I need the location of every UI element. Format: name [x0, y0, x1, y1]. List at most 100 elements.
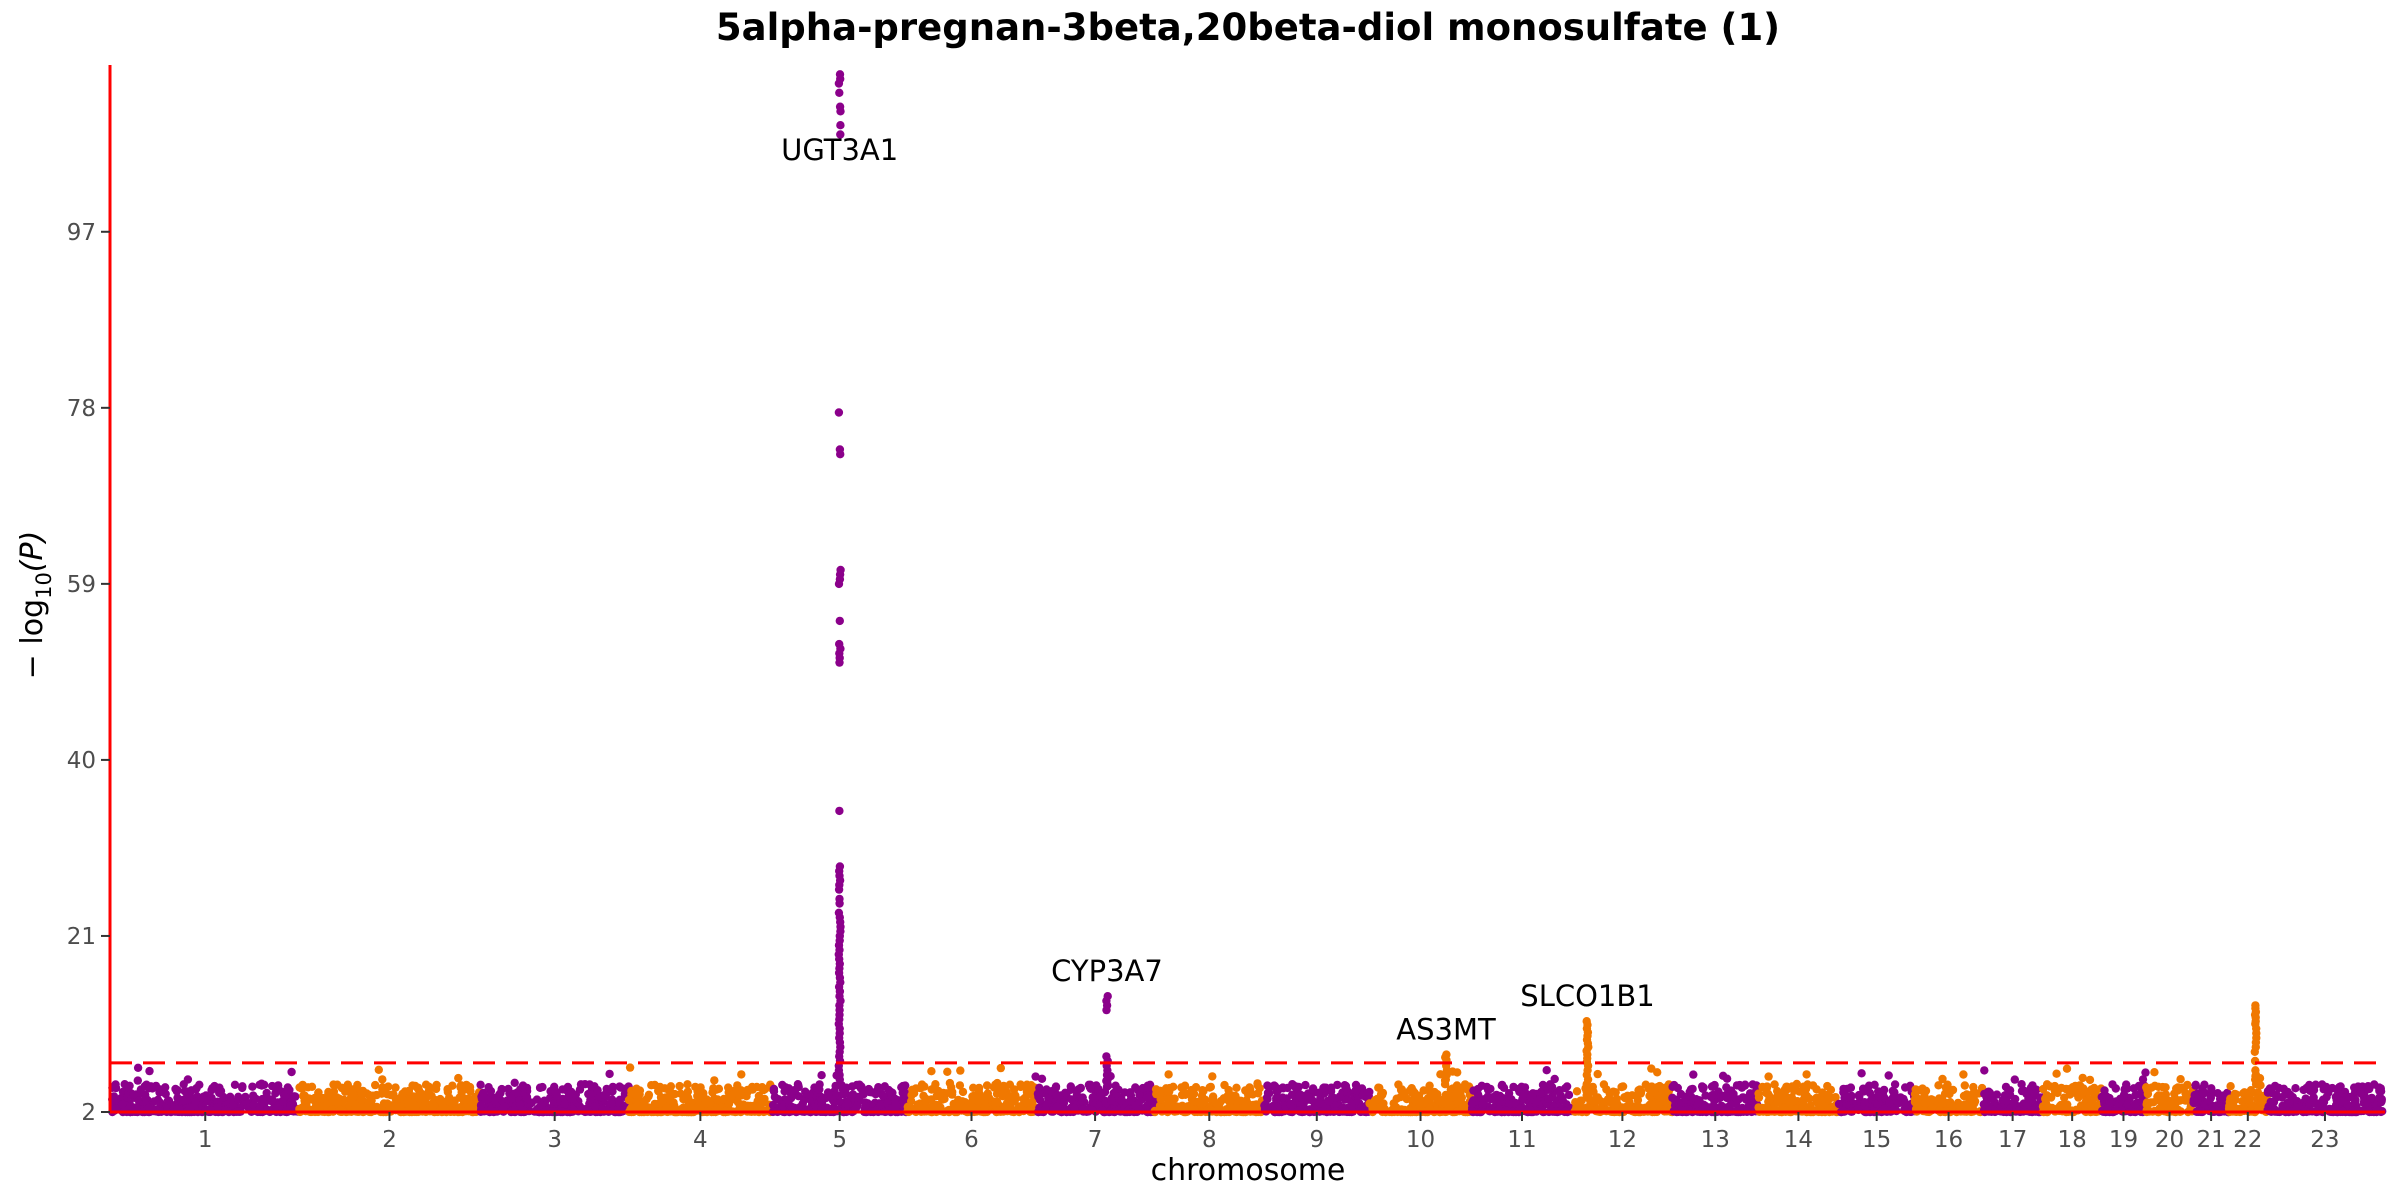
x-tick-label: 9	[1309, 1127, 1324, 1153]
background-point	[1220, 1080, 1229, 1090]
background-point	[855, 1092, 864, 1102]
background-point	[1802, 1070, 1811, 1079]
background-point	[1168, 1095, 1177, 1105]
background-point	[735, 1090, 744, 1100]
background-point	[2377, 1096, 2386, 1106]
background-point	[1962, 1090, 1971, 1099]
background-point	[411, 1102, 420, 1111]
background-point	[1483, 1092, 1493, 1101]
background-point	[927, 1095, 936, 1104]
background-point	[1295, 1090, 1305, 1100]
background-point	[1846, 1083, 1856, 1092]
background-point	[1286, 1100, 1295, 1109]
x-tick-label: 7	[1088, 1127, 1103, 1153]
background-point	[424, 1086, 434, 1096]
background-point	[2170, 1089, 2179, 1098]
background-point	[2299, 1085, 2308, 1095]
background-point	[512, 1088, 522, 1097]
background-point	[2200, 1080, 2209, 1089]
background-point	[817, 1095, 826, 1105]
background-point	[2365, 1084, 2374, 1094]
background-point	[2230, 1089, 2239, 1099]
gene-label-ugt3a1: UGT3A1	[781, 133, 898, 167]
background-point	[257, 1079, 266, 1088]
background-point	[2225, 1101, 2234, 1111]
background-point	[710, 1076, 719, 1085]
background-point	[1970, 1097, 1980, 1106]
background-point	[1088, 1093, 1097, 1102]
background-point	[2143, 1085, 2152, 1095]
background-point	[996, 1063, 1005, 1073]
background-point	[1934, 1081, 1943, 1090]
background-point	[124, 1083, 133, 1092]
background-point	[1067, 1095, 1076, 1104]
background-point	[278, 1096, 287, 1106]
x-tick-label: 23	[2310, 1127, 2339, 1153]
background-point	[1558, 1095, 1567, 1105]
background-point	[1542, 1066, 1551, 1075]
background-point	[1135, 1090, 1144, 1100]
background-point	[1722, 1092, 1732, 1101]
background-point	[1998, 1096, 2008, 1105]
background-point	[876, 1100, 885, 1110]
gene-label-as3mt: AS3MT	[1396, 1013, 1496, 1047]
background-point	[1289, 1081, 1299, 1090]
background-point	[129, 1090, 138, 1099]
background-point	[585, 1080, 594, 1089]
background-point	[145, 1103, 154, 1112]
background-point	[737, 1070, 746, 1079]
background-point	[2272, 1090, 2281, 1100]
background-point	[1010, 1097, 1019, 1106]
background-point	[2346, 1092, 2355, 1102]
background-point	[2291, 1084, 2300, 1093]
peak-point	[1440, 1080, 1450, 1089]
background-point	[398, 1089, 407, 1099]
background-point	[748, 1082, 757, 1092]
background-point	[1544, 1094, 1553, 1103]
peak-point	[835, 806, 844, 816]
background-point	[705, 1099, 715, 1109]
background-point	[1224, 1096, 1234, 1106]
background-point	[945, 1078, 955, 1088]
background-point	[1483, 1085, 1493, 1095]
background-point	[1634, 1086, 1643, 1095]
background-point	[287, 1067, 296, 1077]
background-point	[1053, 1091, 1062, 1100]
background-point	[1774, 1096, 1783, 1106]
background-point	[1232, 1083, 1241, 1093]
background-point	[880, 1082, 889, 1091]
background-point	[2278, 1101, 2287, 1111]
y-tick-label: 2	[81, 1100, 96, 1126]
background-point	[2285, 1097, 2294, 1107]
chart-title: 5alpha-pregnan-3beta,20beta-diol monosul…	[716, 6, 1780, 49]
background-point	[2356, 1088, 2365, 1098]
background-point	[1198, 1086, 1207, 1095]
background-point	[1208, 1072, 1217, 1081]
background-point	[855, 1080, 864, 1089]
background-point	[805, 1090, 814, 1099]
background-point	[1732, 1081, 1742, 1090]
background-point	[1436, 1070, 1445, 1079]
background-point	[172, 1087, 182, 1096]
background-point	[1201, 1095, 1210, 1105]
background-point	[1589, 1087, 1598, 1097]
background-point	[1419, 1099, 1429, 1108]
background-point	[1144, 1083, 1153, 1092]
background-point	[2062, 1085, 2071, 1094]
background-point	[586, 1090, 595, 1099]
background-point	[418, 1093, 428, 1102]
y-axis-title-suffix: (P)	[15, 531, 50, 573]
background-point	[1803, 1080, 1812, 1089]
background-point	[824, 1089, 833, 1099]
background-point	[1742, 1095, 1751, 1104]
background-point	[141, 1094, 150, 1103]
background-point	[338, 1083, 347, 1093]
background-point	[2060, 1093, 2069, 1102]
y-tick-label: 78	[67, 396, 96, 422]
background-point	[1762, 1082, 1772, 1091]
background-point	[2319, 1085, 2328, 1094]
background-point	[1532, 1097, 1541, 1107]
peak-point	[836, 107, 845, 116]
background-point	[913, 1100, 923, 1109]
